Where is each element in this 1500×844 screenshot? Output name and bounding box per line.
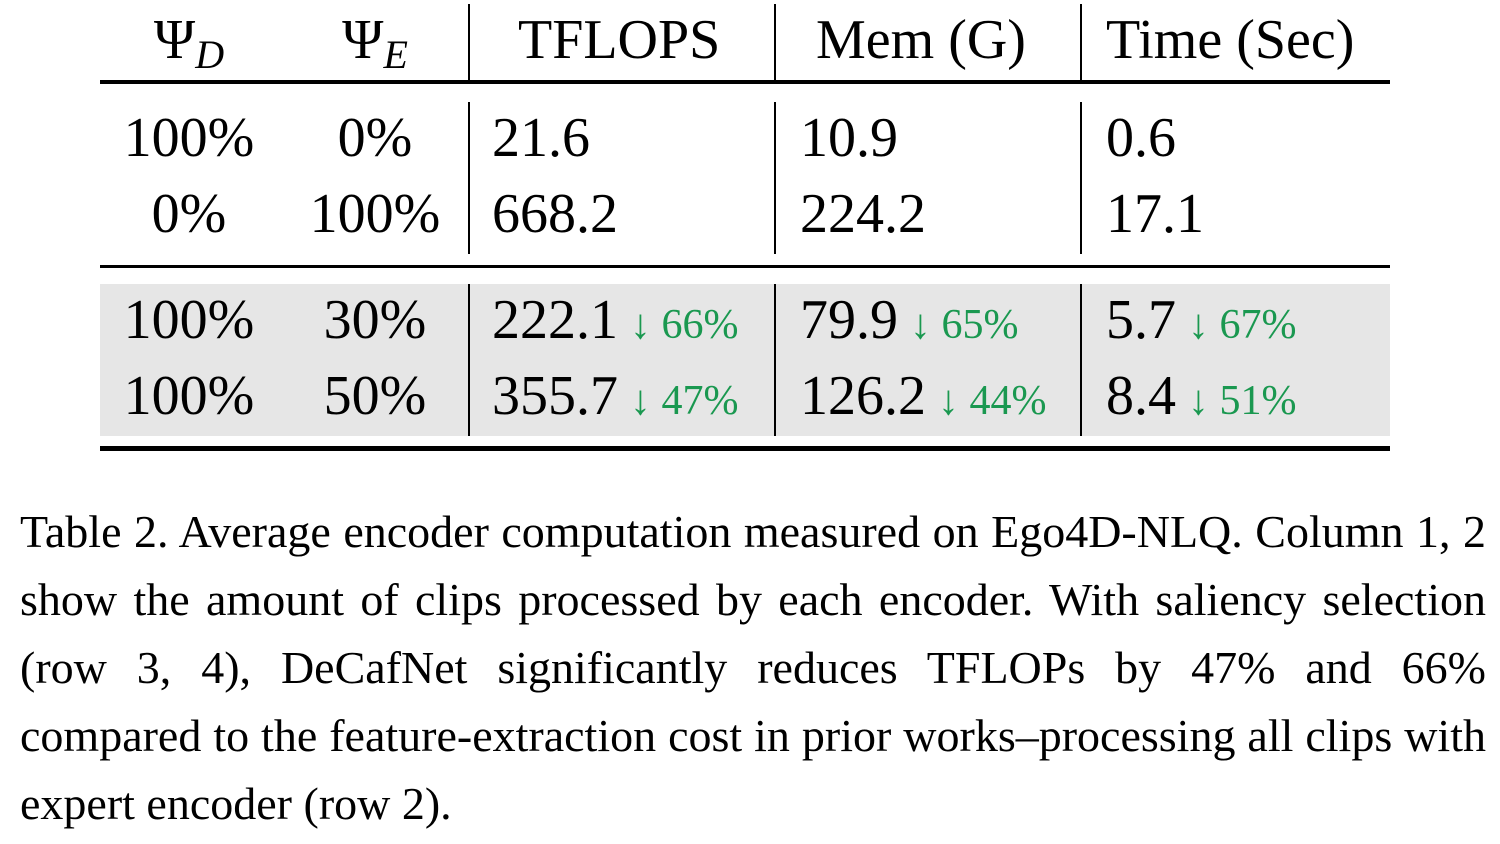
cell-psi-d: 0% bbox=[151, 183, 227, 245]
cell-psi-e: 0% bbox=[337, 107, 413, 169]
table-row: 0% 100% 668.2 224.2 17.1 bbox=[100, 176, 1390, 252]
col-divider-3 bbox=[1080, 102, 1082, 254]
table-row: 100% 50% 355.7 ↓ 47% 126.2 ↓ 44% 8.4 ↓ 51% bbox=[100, 358, 1390, 434]
header-psi-d: ΨD bbox=[153, 9, 225, 77]
cell-psi-d: 100% bbox=[123, 365, 255, 427]
reduction-badge: ↓ 51% bbox=[1188, 378, 1297, 424]
col-divider-1 bbox=[468, 4, 470, 80]
cell-psi-e: 30% bbox=[323, 289, 427, 351]
mid-rule bbox=[100, 265, 1390, 268]
cell-psi-d: 100% bbox=[123, 107, 255, 169]
reduction-badge: ↓ 66% bbox=[630, 302, 739, 348]
col-divider-3 bbox=[1080, 284, 1082, 436]
cell-tflops: 21.6 bbox=[492, 107, 590, 169]
table-caption: Table 2. Average encoder computation mea… bbox=[20, 498, 1486, 838]
highlight-band bbox=[100, 284, 1390, 436]
header-time: Time (Sec) bbox=[1106, 9, 1355, 71]
top-header-rule bbox=[100, 80, 1390, 84]
cell-psi-d: 100% bbox=[123, 289, 255, 351]
reduction-badge: ↓ 47% bbox=[630, 378, 739, 424]
col-divider-1 bbox=[468, 102, 470, 254]
caption-text: Table 2. Average encoder computation mea… bbox=[20, 506, 1486, 829]
table-row: 100% 0% 21.6 10.9 0.6 bbox=[100, 100, 1390, 176]
cell-time: 8.4 ↓ 51% bbox=[1106, 365, 1297, 427]
cell-psi-e: 50% bbox=[323, 365, 427, 427]
cell-time: 17.1 bbox=[1106, 183, 1204, 245]
cell-tflops: 222.1 ↓ 66% bbox=[492, 289, 739, 351]
cell-psi-e: 100% bbox=[309, 183, 441, 245]
bottom-rule bbox=[100, 446, 1390, 451]
header-mem: Mem (G) bbox=[816, 9, 1026, 71]
reduction-badge: ↓ 44% bbox=[938, 378, 1047, 424]
cell-mem: 224.2 bbox=[800, 183, 926, 245]
cell-mem: 79.9 ↓ 65% bbox=[800, 289, 1019, 351]
table-row: 100% 30% 222.1 ↓ 66% 79.9 ↓ 65% 5.7 ↓ 67% bbox=[100, 282, 1390, 358]
col-divider-1 bbox=[468, 284, 470, 436]
table-header-row: ΨD ΨE TFLOPS Mem (G) Time (Sec) bbox=[100, 2, 1390, 78]
header-tflops: TFLOPS bbox=[518, 9, 721, 71]
cell-tflops: 668.2 bbox=[492, 183, 618, 245]
col-divider-2 bbox=[774, 102, 776, 254]
col-divider-2 bbox=[774, 284, 776, 436]
cell-mem: 10.9 bbox=[800, 107, 898, 169]
header-psi-e: ΨE bbox=[342, 9, 408, 77]
col-divider-3 bbox=[1080, 4, 1082, 80]
cell-tflops: 355.7 ↓ 47% bbox=[492, 365, 739, 427]
cell-time: 0.6 bbox=[1106, 107, 1176, 169]
col-divider-2 bbox=[774, 4, 776, 80]
cell-mem: 126.2 ↓ 44% bbox=[800, 365, 1047, 427]
cell-time: 5.7 ↓ 67% bbox=[1106, 289, 1297, 351]
reduction-badge: ↓ 67% bbox=[1188, 302, 1297, 348]
reduction-badge: ↓ 65% bbox=[910, 302, 1019, 348]
